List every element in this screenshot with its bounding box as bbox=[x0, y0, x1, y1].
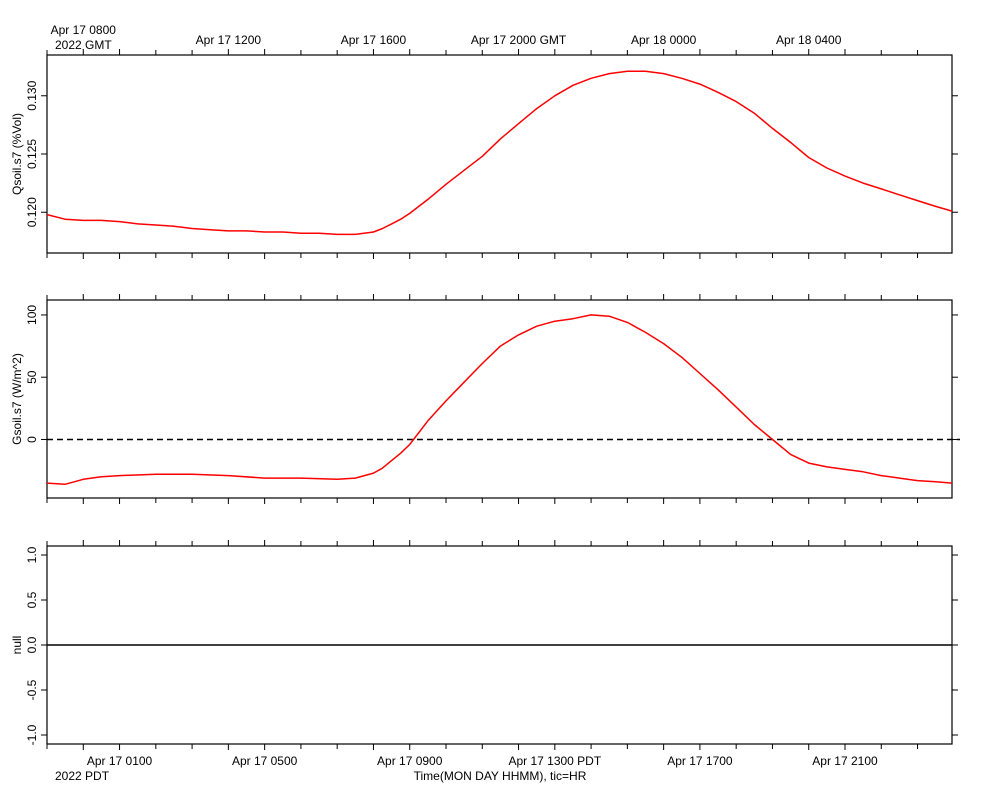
y-tick-label: 50 bbox=[25, 370, 39, 384]
top-time-label: Apr 17 2000 GMT bbox=[471, 33, 567, 47]
y-tick-label: 0.120 bbox=[25, 197, 39, 227]
bottom-year-label: 2022 PDT bbox=[55, 769, 110, 783]
y-tick-label: 0.130 bbox=[25, 80, 39, 110]
panel-3: -1.0 -0.5 0.0 0.5 1.0 null bbox=[10, 540, 958, 750]
top-time-label: Apr 17 1200 bbox=[196, 33, 262, 47]
y-tick-label: 1.0 bbox=[25, 546, 39, 563]
top-time-label: Apr 17 0800 bbox=[51, 23, 117, 37]
bottom-time-label: Apr 17 0100 bbox=[87, 754, 153, 768]
top-year-label: 2022 GMT bbox=[55, 38, 112, 52]
bottom-time-label: Apr 17 2100 bbox=[812, 754, 878, 768]
bottom-time-label: Apr 17 1300 PDT bbox=[508, 754, 601, 768]
plot-frame bbox=[46, 54, 953, 254]
y-axis-label: null bbox=[10, 636, 24, 655]
top-time-label: Apr 18 0000 bbox=[631, 33, 697, 47]
bottom-time-label: Apr 17 0900 bbox=[377, 754, 443, 768]
y-tick-label: -0.5 bbox=[25, 679, 39, 700]
y-tick-label: 0.0 bbox=[25, 636, 39, 653]
plot-frame bbox=[46, 299, 953, 499]
series-line bbox=[46, 314, 953, 486]
bottom-time-label: Apr 17 0500 bbox=[232, 754, 298, 768]
series-line bbox=[46, 70, 953, 236]
y-axis-label: Gsoil.s7 (W/m^2) bbox=[10, 353, 24, 445]
top-time-label: Apr 18 0400 bbox=[776, 33, 842, 47]
top-time-label: Apr 17 1600 bbox=[341, 33, 407, 47]
y-tick-label: 0.125 bbox=[25, 139, 39, 169]
y-tick-label: 0.5 bbox=[25, 591, 39, 608]
y-tick-label: 100 bbox=[25, 305, 39, 325]
x-axis-label: Time(MON DAY HHMM), tic=HR bbox=[414, 769, 587, 783]
y-tick-label: -1.0 bbox=[25, 724, 39, 745]
panel-2: 0 50 100 Gsoil.s7 (W/m^2) bbox=[10, 294, 960, 504]
bottom-time-label: Apr 17 1700 bbox=[667, 754, 733, 768]
y-tick-label: 0 bbox=[25, 436, 39, 443]
y-axis-label: Qsoil.s7 (%Vol) bbox=[10, 113, 24, 195]
